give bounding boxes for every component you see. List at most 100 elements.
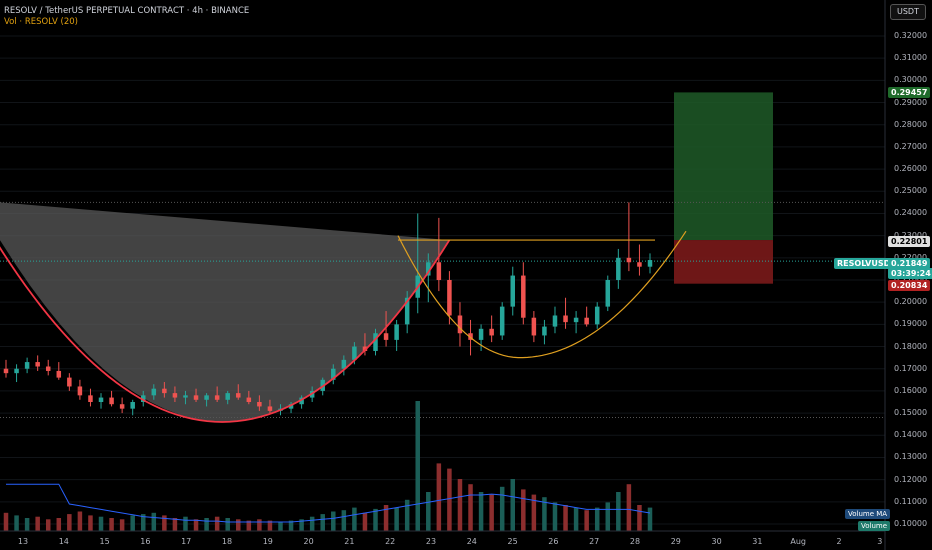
candle [573, 311, 579, 334]
price-tick-label: 0.24000 [894, 208, 928, 218]
volume-bar [457, 479, 463, 531]
time-tick-label: 20 [303, 537, 314, 546]
price-tick-label: 0.20000 [894, 297, 928, 307]
volume-bar [468, 484, 473, 531]
volume-bar [605, 502, 611, 531]
trade-zones [0, 92, 885, 419]
volume-bar [499, 486, 505, 531]
time-tick-label: 27 [589, 537, 600, 546]
volume-bar [362, 512, 368, 531]
candle [267, 399, 273, 414]
candle [24, 357, 30, 374]
candle [183, 390, 188, 405]
volume-bar [647, 507, 653, 531]
candle [98, 393, 104, 409]
volume-bar [320, 514, 325, 531]
candle [246, 390, 252, 405]
volume-bar [309, 516, 315, 531]
candle [236, 384, 241, 400]
currency-unit-button[interactable]: USDT [890, 4, 926, 20]
candle [162, 382, 167, 398]
candle [447, 271, 452, 325]
volume-bar [415, 401, 420, 531]
volume-bar [109, 518, 114, 531]
price-tick-label: 0.23000 [894, 231, 927, 240]
volume-bar [404, 499, 410, 531]
pattern-lines [0, 230, 687, 423]
candle [584, 306, 589, 327]
candle [88, 388, 93, 407]
volume-bar [257, 519, 262, 531]
volume-bar [214, 516, 220, 531]
candle [130, 399, 135, 416]
stop-price-tag: 0.20834 [888, 280, 931, 291]
time-tick-label: 25 [507, 537, 518, 546]
volume-bar [331, 511, 336, 531]
volume-bar [56, 518, 62, 531]
volume-bar [130, 515, 135, 531]
candle [77, 379, 83, 400]
candle [383, 311, 389, 347]
candle [489, 315, 494, 343]
price-tick-label: 0.10000 [894, 519, 928, 528]
time-tick-label: 17 [181, 537, 192, 546]
price-tick-label: 0.27000 [894, 141, 928, 151]
candle [531, 311, 537, 343]
price-tick-label: 0.31000 [894, 53, 928, 63]
volume-bar [584, 510, 589, 531]
volume-bar [288, 520, 294, 531]
candle [542, 319, 547, 345]
time-tick-label: 18 [221, 537, 233, 546]
candle [109, 390, 114, 407]
candle [331, 364, 336, 385]
time-tick-label: 31 [752, 537, 763, 546]
price-tick-label: 0.29000 [894, 97, 928, 107]
volume-bar [98, 516, 104, 531]
candle [563, 297, 568, 329]
price-tick-label: 0.26000 [894, 164, 928, 174]
volume-bar [267, 520, 273, 531]
candle [499, 302, 505, 340]
volume-bar [637, 505, 642, 531]
volume-legend: Volume [858, 521, 891, 531]
volume-bar [14, 515, 19, 531]
candle [172, 386, 178, 402]
candle [119, 397, 125, 414]
candle [3, 359, 9, 378]
volume-bar [204, 518, 209, 531]
time-tick-label: 26 [548, 537, 559, 546]
volume-bar [77, 511, 83, 531]
time-tick-label: 19 [262, 537, 273, 546]
cup-shading [0, 202, 450, 422]
last-price-tag: 0.21849 [888, 258, 931, 269]
volume-bar [552, 502, 558, 531]
volume-bar [436, 463, 442, 531]
target-price-tag: 0.29457 [888, 87, 931, 98]
volume-bar [299, 519, 304, 531]
volume-bar [531, 494, 537, 531]
candle [257, 395, 262, 411]
volume-bars [3, 401, 653, 531]
volume-bar [67, 514, 72, 531]
time-tick-label: 21 [344, 537, 355, 546]
countdown-tag: 03:39:24 [888, 268, 932, 279]
volume-indicator-label[interactable]: Vol · RESOLV (20) [4, 17, 78, 27]
candle [14, 364, 19, 383]
volume-ma-line [6, 483, 651, 523]
volume-bar [236, 519, 241, 531]
price-tick-label: 0.28000 [894, 119, 928, 129]
target-zone [674, 92, 773, 241]
price-tick-label: 0.11000 [894, 496, 928, 506]
time-tick-label: 2 [836, 537, 842, 546]
volume-bar [35, 516, 40, 531]
volume-bar [3, 512, 9, 531]
symbol-tag: RESOLVUSDT.P [834, 258, 907, 269]
candle [373, 328, 378, 356]
volume-bar [447, 468, 452, 531]
volume-bar [119, 519, 125, 531]
candle [299, 395, 304, 409]
volume-bar [172, 518, 178, 531]
candle [647, 253, 653, 274]
volume-bar [563, 505, 568, 531]
